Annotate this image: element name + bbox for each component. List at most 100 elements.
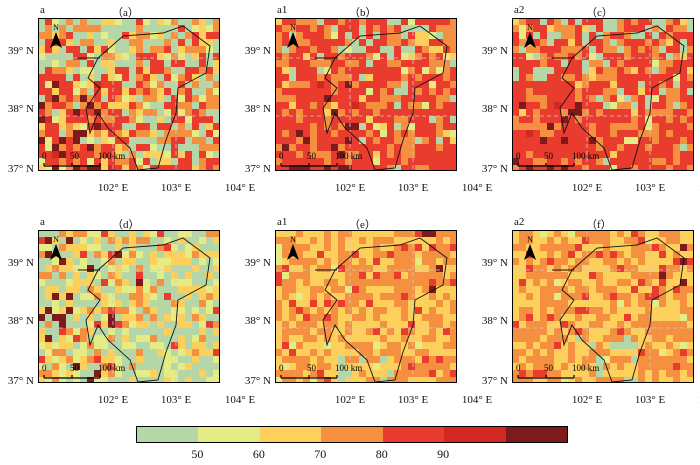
region-boundary bbox=[315, 237, 448, 383]
lon-tick: 104° E bbox=[461, 182, 493, 194]
lat-tick: 37° N bbox=[244, 375, 271, 387]
lat-tick: 38° N bbox=[481, 315, 508, 327]
scale-label: 100 km bbox=[572, 363, 599, 373]
region-boundary bbox=[315, 25, 448, 171]
colorbar-swatch bbox=[198, 427, 260, 442]
region-boundary bbox=[552, 25, 685, 171]
colorbar-swatch bbox=[382, 427, 445, 442]
lat-tick: 37° N bbox=[244, 163, 271, 175]
map-frame bbox=[38, 18, 220, 171]
map-frame bbox=[275, 18, 457, 171]
panel-label: （b） bbox=[349, 7, 377, 19]
heatmap-svg: N 0 50 100 km bbox=[512, 230, 694, 383]
colorbar-swatch bbox=[505, 427, 567, 442]
scale-label: 0 bbox=[42, 151, 47, 161]
lat-tick: 39° N bbox=[481, 45, 508, 57]
scale-label: 50 bbox=[544, 363, 554, 373]
lon-tick: 103° E bbox=[160, 394, 192, 406]
lon-tick: 104° E bbox=[689, 182, 700, 194]
panel-label: （d） bbox=[112, 219, 140, 231]
scale-label: 100 km bbox=[335, 363, 362, 373]
heatmap-area: N 0 50 100 km bbox=[38, 230, 220, 383]
map-panel-4: a （d） N 0 50 100 km 39° N 38° N 37° N 102° E 103° … bbox=[0, 212, 255, 424]
lat-tick: 37° N bbox=[7, 375, 34, 387]
scale-label: 0 bbox=[279, 151, 284, 161]
panel-tag: a2 bbox=[514, 216, 525, 228]
lon-tick: 104° E bbox=[224, 182, 256, 194]
north-label: N bbox=[53, 235, 59, 244]
scale-label: 100 km bbox=[335, 151, 362, 161]
scale-label: 50 bbox=[70, 151, 80, 161]
map-frame bbox=[38, 230, 220, 383]
heatmap-svg: N 0 50 100 km bbox=[512, 18, 694, 171]
colorbar-swatch bbox=[321, 427, 383, 442]
lon-tick: 102° E bbox=[97, 182, 129, 194]
lon-tick: 104° E bbox=[224, 394, 256, 406]
lat-tick: 38° N bbox=[481, 103, 508, 115]
panel-label: （c） bbox=[586, 7, 613, 19]
heatmap-area: N 0 50 100 km bbox=[512, 230, 694, 383]
scale-label: 100 km bbox=[572, 151, 599, 161]
lon-tick: 103° E bbox=[634, 394, 666, 406]
lat-tick: 39° N bbox=[481, 257, 508, 269]
lon-tick: 103° E bbox=[634, 182, 666, 194]
scale-bar bbox=[280, 163, 338, 167]
lat-tick: 38° N bbox=[244, 315, 271, 327]
heatmap-svg: N 0 50 100 km bbox=[38, 18, 220, 171]
heatmap-svg: N 0 50 100 km bbox=[275, 18, 457, 171]
north-arrow-icon bbox=[50, 244, 62, 260]
colorbar-tick: 80 bbox=[375, 447, 388, 461]
north-arrow-icon bbox=[287, 244, 299, 260]
heatmap-area: N 0 50 100 km bbox=[275, 230, 457, 383]
panel-tag: a2 bbox=[514, 4, 525, 16]
scale-label: 50 bbox=[307, 363, 317, 373]
lon-tick: 104° E bbox=[461, 394, 493, 406]
region-boundary bbox=[78, 237, 211, 383]
north-label: N bbox=[290, 23, 296, 32]
colorbar-tick: 70 bbox=[314, 447, 327, 461]
scale-bar bbox=[43, 375, 101, 379]
heatmap-area: N 0 50 100 km bbox=[38, 18, 220, 171]
scale-bar bbox=[43, 163, 101, 167]
scale-label: 0 bbox=[516, 363, 521, 373]
lat-tick: 38° N bbox=[7, 315, 34, 327]
colorbar-swatch bbox=[444, 427, 506, 442]
scale-label: 100 km bbox=[98, 151, 125, 161]
north-arrow-icon bbox=[50, 32, 62, 48]
lon-tick: 103° E bbox=[397, 394, 429, 406]
panel-tag: a bbox=[40, 216, 45, 228]
map-panel-1: a （a） N 0 50 100 km 39° N 38° N 37° N 102° E 103° … bbox=[0, 0, 255, 212]
panel-tag: a1 bbox=[277, 4, 288, 16]
heatmap-svg: N 0 50 100 km bbox=[275, 230, 457, 383]
north-arrow-icon bbox=[524, 32, 536, 48]
heatmap-area: N 0 50 100 km bbox=[275, 18, 457, 171]
lon-tick: 103° E bbox=[397, 182, 429, 194]
scale-label: 50 bbox=[307, 151, 317, 161]
lat-tick: 39° N bbox=[244, 257, 271, 269]
lat-tick: 39° N bbox=[7, 45, 34, 57]
region-boundary bbox=[78, 25, 211, 171]
map-frame bbox=[275, 230, 457, 383]
lat-tick: 37° N bbox=[7, 163, 34, 175]
heatmap-svg: N 0 50 100 km bbox=[38, 230, 220, 383]
map-panel-2: a1 （b） N 0 50 100 km 39° N 38° N 37° N 102° E 103°… bbox=[237, 0, 492, 212]
scale-label: 0 bbox=[279, 363, 284, 373]
north-label: N bbox=[290, 235, 296, 244]
map-panel-6: a2 （f） N 0 50 100 km 39° N 38° N 37° N 102° E 103°… bbox=[474, 212, 700, 424]
north-label: N bbox=[527, 235, 533, 244]
north-label: N bbox=[53, 23, 59, 32]
scale-bar bbox=[517, 375, 575, 379]
scale-bar bbox=[517, 163, 575, 167]
colorbar bbox=[136, 426, 568, 443]
scale-label: 50 bbox=[70, 363, 80, 373]
lon-tick: 102° E bbox=[571, 394, 603, 406]
lon-tick: 102° E bbox=[97, 394, 129, 406]
heatmap-area: N 0 50 100 km bbox=[512, 18, 694, 171]
lat-tick: 37° N bbox=[481, 375, 508, 387]
panel-label: （a） bbox=[112, 7, 139, 19]
colorbar-tick: 90 bbox=[437, 447, 450, 461]
scale-bar bbox=[280, 375, 338, 379]
panel-tag: a bbox=[40, 4, 45, 16]
lon-tick: 102° E bbox=[571, 182, 603, 194]
lon-tick: 102° E bbox=[334, 394, 366, 406]
